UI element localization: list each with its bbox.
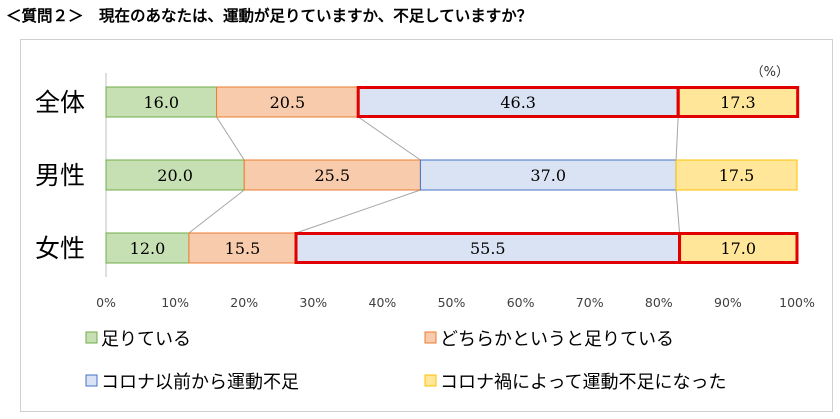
data-label: 46.3 bbox=[500, 93, 536, 112]
legend-label: コロナ禍によって運動不足になった bbox=[440, 372, 727, 393]
data-label: 15.5 bbox=[225, 239, 261, 258]
legend-swatch bbox=[85, 374, 98, 387]
x-tick-label: 40% bbox=[369, 295, 397, 310]
data-label: 17.0 bbox=[720, 239, 756, 258]
bar-segment bbox=[105, 232, 190, 264]
category-label: 男性 bbox=[35, 161, 85, 190]
data-label: 20.5 bbox=[270, 93, 306, 112]
bar-segment bbox=[188, 232, 297, 264]
x-tick-label: 0% bbox=[96, 295, 116, 310]
x-tick-label: 80% bbox=[645, 295, 673, 310]
legend-label: どちらかというと足りている bbox=[440, 329, 674, 350]
legend-swatch bbox=[85, 331, 98, 344]
connector-line bbox=[216, 116, 245, 161]
legend-label: コロナ以前から運動不足 bbox=[101, 372, 299, 393]
data-label: 17.5 bbox=[719, 166, 755, 185]
legend-label: 足りている bbox=[101, 329, 191, 350]
x-tick-label: 70% bbox=[576, 295, 604, 310]
bar-segment bbox=[105, 86, 218, 118]
x-tick-label: 50% bbox=[438, 295, 466, 310]
legend-swatch bbox=[424, 331, 437, 344]
category-label: 全体 bbox=[35, 88, 85, 117]
bar-segment bbox=[216, 86, 359, 118]
x-tick-label: 60% bbox=[507, 295, 535, 310]
connector-line bbox=[357, 116, 421, 161]
bar-segment bbox=[675, 159, 798, 191]
question-title: ＜質問２＞ 現在のあなたは、運動が足りていますか、不足していますか？ bbox=[6, 7, 533, 25]
bar-segment bbox=[243, 159, 421, 191]
connector-line bbox=[675, 116, 679, 161]
highlight-box bbox=[676, 86, 800, 118]
data-label: 25.5 bbox=[314, 166, 350, 185]
connector-line bbox=[188, 189, 245, 234]
connector-line bbox=[295, 189, 421, 234]
data-label: 17.3 bbox=[720, 93, 756, 112]
category-label: 女性 bbox=[35, 234, 85, 263]
x-tick-label: 90% bbox=[714, 295, 742, 310]
connector-line bbox=[675, 189, 681, 234]
bar-segment bbox=[679, 232, 798, 264]
chart-frame bbox=[20, 39, 833, 412]
x-tick-label: 20% bbox=[230, 295, 258, 310]
data-label: 20.0 bbox=[157, 166, 193, 185]
highlight-box bbox=[678, 232, 799, 264]
unit-label: （%） bbox=[751, 65, 789, 80]
x-tick-label: 30% bbox=[299, 295, 327, 310]
data-label: 55.5 bbox=[470, 239, 506, 258]
data-label: 16.0 bbox=[143, 93, 179, 112]
data-label: 12.0 bbox=[130, 239, 166, 258]
x-tick-label: 10% bbox=[161, 295, 189, 310]
data-label: 37.0 bbox=[530, 166, 566, 185]
legend-swatch bbox=[424, 374, 437, 387]
x-tick-label: 100% bbox=[779, 295, 815, 310]
